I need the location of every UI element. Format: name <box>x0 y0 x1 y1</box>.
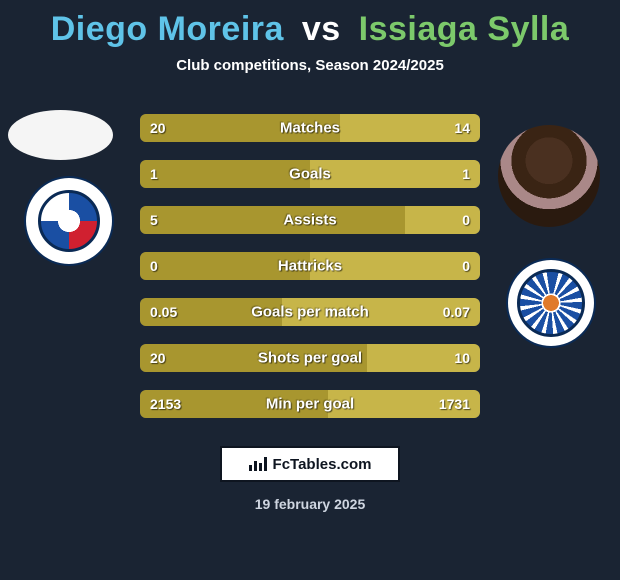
player1-club-crest <box>26 178 112 264</box>
stat-row: 20 10 Shots per goal <box>140 344 480 372</box>
brand-badge: FcTables.com <box>220 446 400 482</box>
stat-label: Goals <box>289 166 331 183</box>
stat-left-value: 5 <box>150 212 158 228</box>
player1-name: Diego Moreira <box>51 10 284 48</box>
comparison-infographic: Diego Moreira vs Issiaga Sylla Club comp… <box>0 0 620 580</box>
stat-left-value: 20 <box>150 120 166 136</box>
stat-left-value: 0.05 <box>150 304 177 320</box>
stats-bars: 20 14 Matches 1 1 Goals 5 0 Assists 0 0 Hattricks 0.… <box>140 114 480 418</box>
bar-chart-icon <box>249 457 267 471</box>
bar-left-fill <box>140 206 405 234</box>
stat-left-value: 1 <box>150 166 158 182</box>
player2-club-crest <box>508 260 594 346</box>
stat-right-value: 0.07 <box>443 304 470 320</box>
page-title: Diego Moreira vs Issiaga Sylla <box>0 10 620 49</box>
stat-left-value: 0 <box>150 258 158 274</box>
stat-right-value: 0 <box>462 212 470 228</box>
stat-row: 5 0 Assists <box>140 206 480 234</box>
player2-photo <box>498 125 600 227</box>
stat-row: 0 0 Hattricks <box>140 252 480 280</box>
stat-label: Assists <box>283 212 336 229</box>
bar-left-fill <box>140 160 310 188</box>
stat-label: Matches <box>280 120 340 137</box>
stat-row: 0.05 0.07 Goals per match <box>140 298 480 326</box>
stat-left-value: 2153 <box>150 396 181 412</box>
stat-label: Shots per goal <box>258 350 362 367</box>
stat-row: 2153 1731 Min per goal <box>140 390 480 418</box>
montpellier-crest-icon <box>517 269 585 337</box>
player1-photo <box>8 110 113 160</box>
strasbourg-crest-icon <box>38 190 100 252</box>
stat-right-value: 1731 <box>439 396 470 412</box>
subtitle: Club competitions, Season 2024/2025 <box>0 57 620 74</box>
player2-name: Issiaga Sylla <box>359 10 570 48</box>
stat-right-value: 0 <box>462 258 470 274</box>
stat-label: Hattricks <box>278 258 342 275</box>
stat-row: 1 1 Goals <box>140 160 480 188</box>
stat-label: Goals per match <box>251 304 369 321</box>
stat-row: 20 14 Matches <box>140 114 480 142</box>
stat-right-value: 10 <box>454 350 470 366</box>
stat-left-value: 20 <box>150 350 166 366</box>
stat-right-value: 14 <box>454 120 470 136</box>
date-label: 19 february 2025 <box>0 496 620 512</box>
vs-label: vs <box>302 10 341 48</box>
bar-right-fill <box>310 160 480 188</box>
stat-right-value: 1 <box>462 166 470 182</box>
stat-label: Min per goal <box>266 396 354 413</box>
brand-text: FcTables.com <box>273 456 372 473</box>
